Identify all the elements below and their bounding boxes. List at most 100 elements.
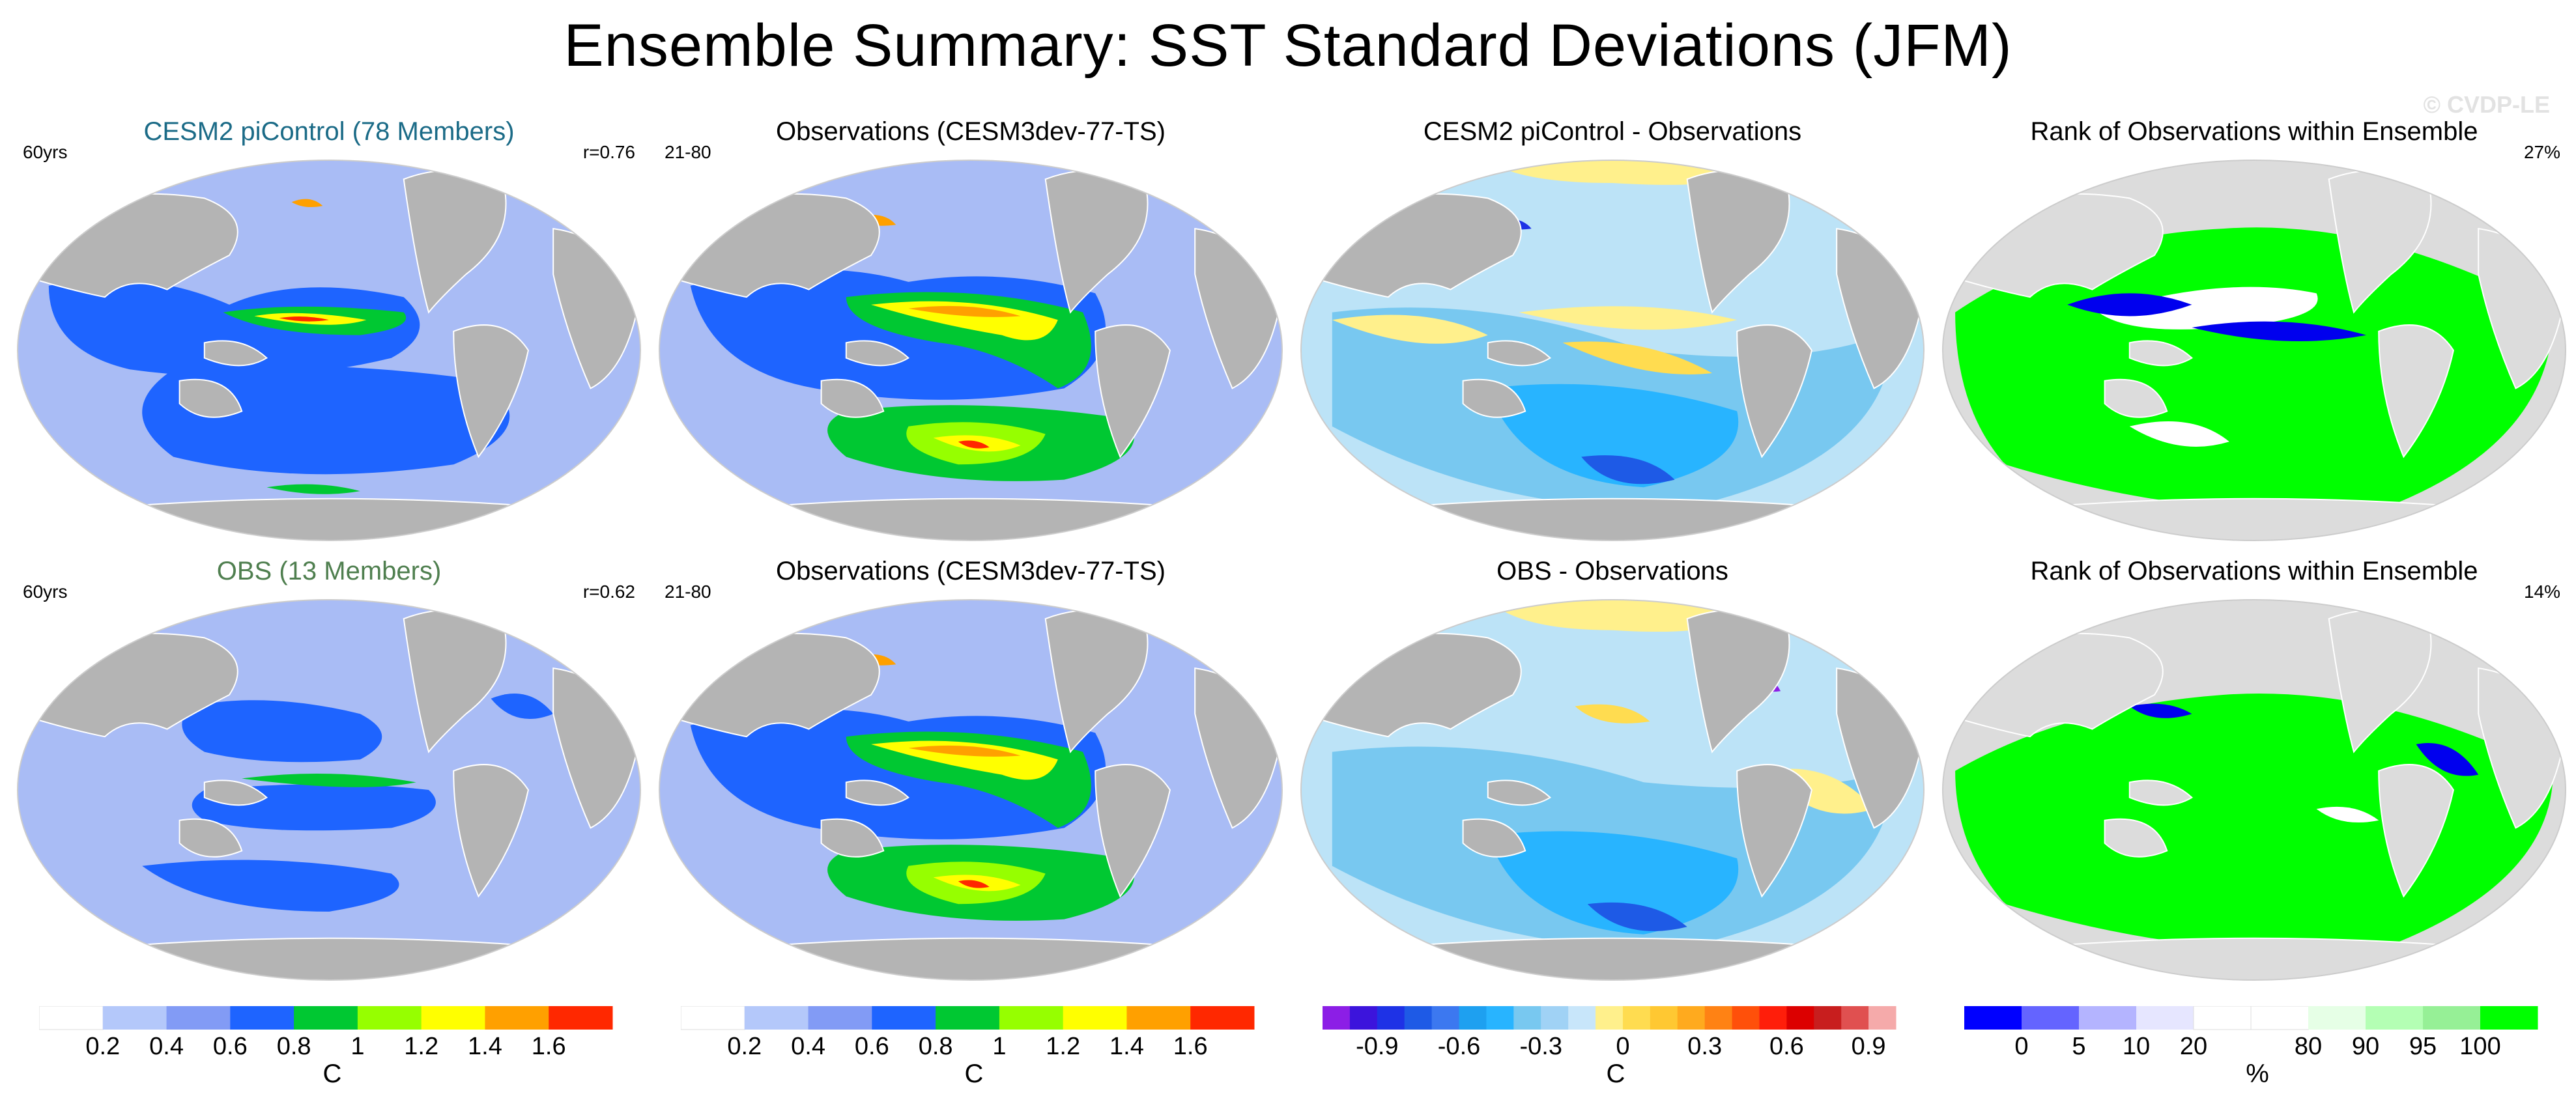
map-border	[659, 160, 1283, 541]
colorbar-tick-label: 10	[2123, 1033, 2150, 1060]
colorbar-swatch	[1732, 1006, 1760, 1030]
landmass	[1487, 340, 1552, 367]
landmass	[820, 818, 885, 858]
panel-period-label: 60yrs	[23, 142, 68, 162]
landmass	[2378, 324, 2454, 458]
contour-region	[48, 279, 420, 377]
contour-region	[2067, 293, 2192, 316]
colorbar-swatch	[744, 1006, 809, 1030]
map-content	[18, 600, 640, 980]
contour-region	[182, 700, 382, 763]
contour-region	[1487, 600, 1738, 632]
colorbar-swatch	[2366, 1006, 2424, 1030]
map-projection	[659, 160, 1283, 541]
landmass	[2002, 498, 2506, 540]
colorbar-swatch	[1486, 1006, 1514, 1030]
colorbar-tick-label: 0.2	[727, 1033, 762, 1060]
map-content	[659, 600, 1282, 980]
map-content	[1301, 600, 1924, 980]
contour-region	[266, 484, 360, 494]
contour-region	[2416, 742, 2479, 776]
colorbar-swatch	[1964, 1006, 2022, 1030]
colorbar: 0.2 0.4 0.6 0.8 1 1.2 1.4 1.6 C	[39, 1006, 625, 1091]
colorbar-swatch	[1541, 1006, 1569, 1030]
panel-stat-label: r=0.76	[582, 142, 635, 162]
colorbar-tick-label: 0.4	[791, 1033, 825, 1060]
landmass	[1462, 818, 1526, 858]
contour-region	[2129, 703, 2192, 718]
map-projection	[1300, 599, 1925, 981]
panel-title: OBS (13 Members)	[216, 557, 442, 585]
colorbar-unit: C	[1606, 1060, 1625, 1088]
colorbar-tick-label: 0.3	[1687, 1033, 1722, 1060]
map-panel: Rank of Observations within Ensemble 14%	[1935, 557, 2573, 1000]
map-projection	[1942, 160, 2566, 541]
colorbar-tick-label: 0.2	[85, 1033, 120, 1060]
contour-region	[1973, 632, 2042, 648]
landmass	[77, 937, 581, 980]
colorbar-swatch	[999, 1006, 1064, 1030]
colorbar: 0.2 0.4 0.6 0.8 1 1.2 1.4 1.6 C	[681, 1006, 1267, 1091]
colorbar-swatch	[1814, 1006, 1842, 1030]
colorbar: -0.9 -0.6 -0.3 0 0.3 0.6 0.9 C	[1323, 1006, 1909, 1091]
colorbar-swatch	[2079, 1006, 2137, 1030]
map-border	[1300, 599, 1925, 981]
map-content	[659, 160, 1282, 540]
panel-title: Rank of Observations within Ensemble	[2030, 557, 2478, 585]
map-projection	[17, 160, 641, 541]
colorbar-swatch	[1349, 1006, 1378, 1030]
colorbar-swatch	[808, 1006, 872, 1030]
colorbar-swatch	[1759, 1006, 1787, 1030]
colorbar-swatch	[230, 1006, 294, 1030]
colorbar-tick-label: 95	[2409, 1033, 2437, 1060]
landmass	[1360, 937, 1865, 980]
contour-region	[142, 365, 510, 475]
map-panel: CESM2 piControl - Observations	[1293, 117, 1932, 560]
landmass	[1462, 378, 1526, 418]
colorbar-tick-label: 0.4	[149, 1033, 184, 1060]
colorbar-swatch	[1431, 1006, 1460, 1030]
colorbar-swatch	[357, 1006, 422, 1030]
colorbar-swatch	[1841, 1006, 1869, 1030]
contour-region	[908, 745, 1021, 757]
map-content	[18, 160, 640, 540]
colorbar: 0 5 10 20 80 90 95 100%	[1964, 1006, 2551, 1091]
colorbar-swatch	[39, 1006, 104, 1030]
landmass	[1736, 324, 1812, 458]
landmass	[845, 340, 910, 367]
colorbar-swatch	[166, 1006, 231, 1030]
landmass	[1095, 764, 1171, 898]
watermark: © CVDP-LE	[2423, 91, 2550, 118]
contour-region	[142, 860, 399, 912]
contour-region	[491, 694, 554, 719]
landmass	[453, 324, 529, 458]
landmass	[203, 340, 268, 367]
landmass	[1736, 764, 1812, 898]
contour-region	[1487, 831, 1739, 934]
map-border	[1942, 160, 2566, 541]
contour-region	[2129, 421, 2229, 447]
landmass	[719, 498, 1223, 540]
map-projection	[659, 599, 1283, 981]
colorbar-tick-label: -0.3	[1519, 1033, 1562, 1060]
colorbar-tick-label: 1.2	[404, 1033, 438, 1060]
contour-region	[1332, 315, 1488, 344]
colorbar-swatch	[2022, 1006, 2080, 1030]
landmass	[1360, 498, 1865, 540]
colorbar-swatch	[1513, 1006, 1541, 1030]
colorbar-swatch	[1596, 1006, 1624, 1030]
map-panel: Observations (CESM3dev-77-TS) 21-80	[651, 117, 1290, 560]
panel-period-label: 21-80	[665, 582, 711, 602]
landmass	[2104, 378, 2168, 418]
landmass	[2104, 818, 2168, 858]
colorbar-swatch	[2193, 1006, 2252, 1030]
contour-region	[279, 316, 329, 322]
colorbar-swatch	[1063, 1006, 1127, 1030]
colorbar-tick-label: 1	[351, 1033, 364, 1060]
colorbar-unit: C	[964, 1060, 984, 1088]
contour-region	[871, 740, 1058, 780]
colorbar-swatch	[1377, 1006, 1405, 1030]
colorbar-tick-label: 1.6	[532, 1033, 566, 1060]
map-border	[17, 599, 641, 981]
contour-region	[2316, 806, 2379, 823]
